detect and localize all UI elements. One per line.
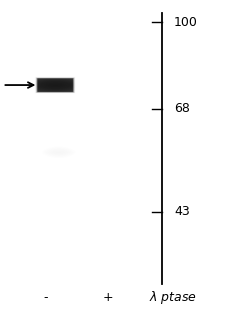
Text: +: + (102, 291, 113, 304)
Text: -: - (43, 291, 48, 304)
Text: 68: 68 (174, 102, 190, 115)
Text: 100: 100 (174, 15, 198, 29)
Text: 43: 43 (174, 205, 190, 219)
Text: $\lambda$ ptase: $\lambda$ ptase (149, 289, 197, 306)
